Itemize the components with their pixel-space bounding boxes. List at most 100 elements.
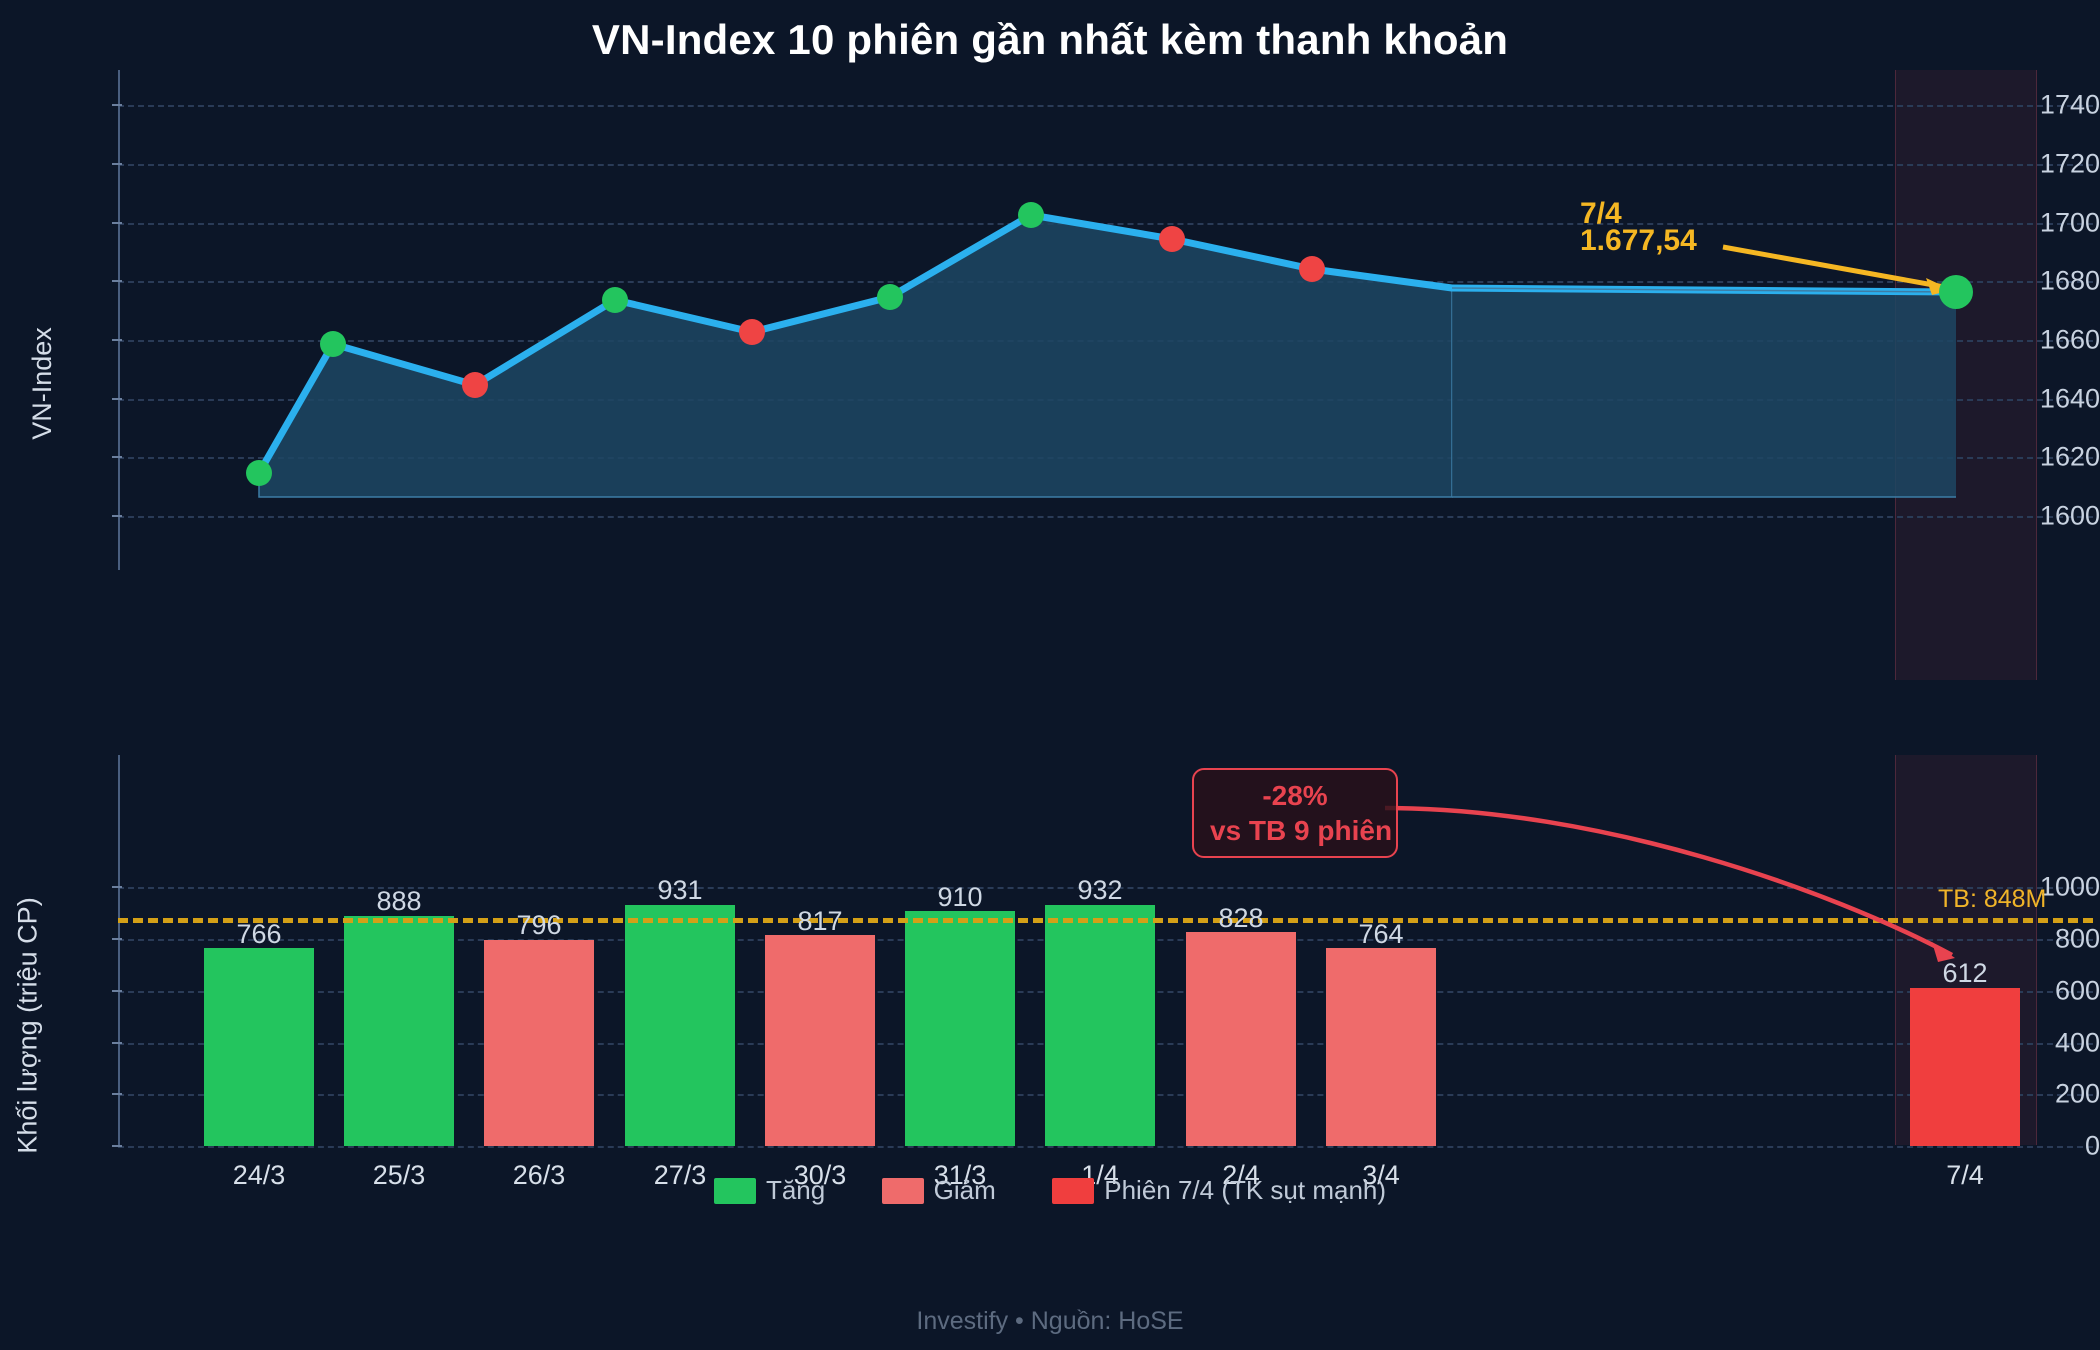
price-point-30-3[interactable] [739,319,765,345]
price-y-tick-label: 1660 [2039,324,2100,355]
volume-y-tick-label: 0 [2084,1130,2100,1161]
volume-y-tick-label: 1000 [2039,871,2100,902]
legend-swatch-last [1052,1177,1095,1204]
price-y-tick-label: 1600 [2039,500,2100,531]
y-tickmark [112,1042,122,1044]
price-point-7-4[interactable] [1939,275,1973,309]
volume-bar-value: 828 [1218,903,1264,933]
price-y-tick-label: 1720 [2039,148,2100,179]
price-point-26-3[interactable] [462,372,488,398]
volume-bar-24-3[interactable] [204,948,314,1146]
callout-line-2: vs TB 9 phiên [1210,815,1393,846]
price-y-tick-label: 1620 [2039,441,2100,472]
average-volume-label: TB: 848M [1938,885,2047,913]
x-tick-label-24-3: 24/3 [232,1160,286,1190]
average-volume-line [118,918,2093,923]
volume-bar-value: 796 [516,910,562,940]
volume-bar-value: 931 [657,875,703,905]
price-point-3-4[interactable] [1299,256,1325,282]
y-tickmark [112,222,122,224]
price-y-tick-label: 1700 [2039,207,2100,238]
x-tick-label-3-4: 3/4 [1362,1160,1400,1190]
price-point-1-4[interactable] [1018,202,1044,228]
volume-y-axis-line [118,755,120,1146]
price-line-svg [255,211,1960,498]
volume-drop-callout: -28% vs TB 9 phiên [1192,768,1398,858]
volume-y-tick-label: 600 [2054,975,2100,1006]
chart-footer: Investify • Nguồn: HoSE [916,1307,1184,1335]
legend-item-giam[interactable]: Giảm [881,1175,996,1206]
volume-y-tick-label: 400 [2054,1027,2100,1058]
volume-bar-value: 817 [797,906,843,936]
price-line [255,211,1456,477]
chart-title: VN-Index 10 phiên gần nhất kèm thanh kho… [591,16,1509,63]
volume-bar-value: 910 [937,882,983,912]
chart-legend: Tăng Giảm Phiên 7/4 (TK sụt mạnh) [0,1175,2100,1206]
x-tick-label-27-3: 27/3 [653,1160,707,1190]
annotation-value-label: 1.677,54 [1580,224,1697,257]
price-point-25-3[interactable] [320,331,346,357]
price-y-tick-label: 1640 [2039,383,2100,414]
volume-bar-value: 932 [1077,875,1123,905]
price-area-right [1452,288,1956,497]
legend-label-tang: Tăng [765,1175,826,1205]
gridline [118,887,2093,889]
y-tickmark [112,456,122,458]
volume-bar-3-4[interactable] [1326,948,1436,1146]
price-y-tick-label: 1680 [2039,265,2100,296]
volume-y-tick-label: 800 [2054,923,2100,954]
volume-bar-1-4[interactable] [1045,905,1155,1146]
gridline [118,516,2093,518]
volume-chart-panel: 1000 800 600 400 200 0 Khối lượng (triệu… [0,755,2100,1350]
y-tickmark [112,163,122,165]
legend-label-giam: Giảm [933,1175,996,1205]
y-tickmark [112,1093,122,1095]
callout-connector-svg [1384,805,1955,962]
legend-item-tang[interactable]: Tăng [713,1175,826,1206]
x-tick-label-26-3: 26/3 [512,1160,566,1190]
volume-bar-value: 764 [1358,919,1404,949]
price-point-31-3[interactable] [877,284,903,310]
y-tickmark [112,990,122,992]
legend-label-phien-74: Phiên 7/4 (TK sụt mạnh) [1104,1175,1387,1205]
gridline [118,223,2093,225]
volume-bar-30-3[interactable] [765,935,875,1146]
price-point-24-3[interactable] [246,460,272,486]
volume-bar-7-4[interactable] [1910,988,2020,1146]
annotation-date-label: 7/4 [1580,197,1622,230]
x-tick-label-25-3: 25/3 [372,1160,426,1190]
price-y-axis-line [118,70,120,570]
volume-bar-value: 888 [376,886,422,916]
gridline [118,1146,2093,1148]
volume-bar-27-3[interactable] [625,905,735,1146]
price-y-tick-label: 1740 [2039,89,2100,120]
volume-y-tick-label: 200 [2054,1078,2100,1109]
legend-swatch-up [713,1177,756,1204]
annotation-arrow [1722,244,1951,291]
x-tick-label-2-4: 2/4 [1222,1160,1260,1190]
legend-item-phien-74[interactable]: Phiên 7/4 (TK sụt mạnh) [1052,1175,1386,1206]
y-tickmark [112,1145,122,1147]
gridline [118,105,2093,107]
price-chart-panel: 1740 1720 1700 1680 1660 1640 1620 1600 … [27,70,2100,680]
y-tickmark [112,398,122,400]
y-tickmark [112,280,122,282]
volume-bar-25-3[interactable] [344,916,454,1146]
price-point-27-3[interactable] [602,287,628,313]
volume-bar-26-3[interactable] [484,940,594,1146]
volume-bar-2-4[interactable] [1186,932,1296,1146]
price-point-2-4[interactable] [1159,226,1185,252]
volume-bar-value: 766 [236,919,282,949]
y-tickmark [112,104,122,106]
legend-swatch-down [881,1177,924,1204]
volume-bar-value: 612 [1942,958,1988,988]
volume-bar-31-3[interactable] [905,911,1015,1146]
x-tick-label-7-4: 7/4 [1946,1160,1984,1190]
y-tickmark [112,886,122,888]
callout-arrow [1384,805,1954,957]
y-tickmark [112,515,122,517]
callout-arrowhead [1932,942,1955,962]
callout-line-1: -28% [1262,780,1328,811]
y-tickmark [112,938,122,940]
